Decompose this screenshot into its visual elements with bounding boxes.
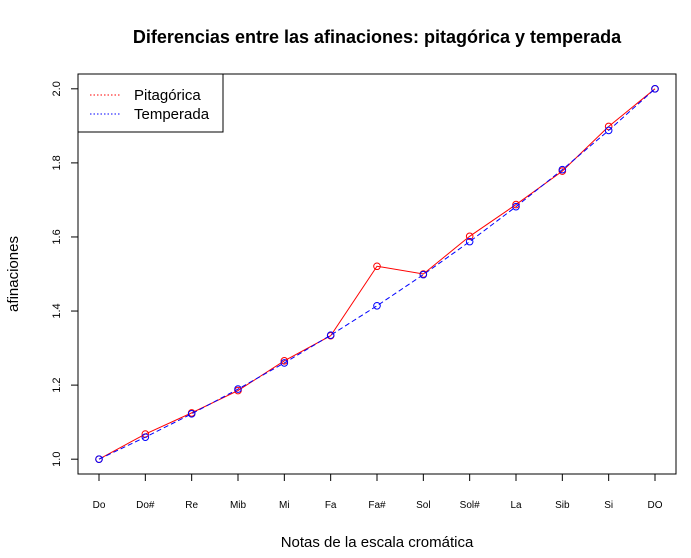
x-tick-label: Si [604,500,613,511]
data-point-temperada [95,455,103,463]
data-point-temperada [419,270,428,279]
x-tick-label: Do# [136,500,155,511]
x-tick-label: Re [185,500,198,511]
data-point-temperada [187,410,196,418]
chart-title: Diferencias entre las afinaciones: pitag… [133,27,622,47]
y-tick-label: 1.0 [51,452,63,467]
x-tick-label: DO [648,500,663,511]
x-tick-label: Do [93,500,106,511]
legend-label-pitagorica: Pitagórica [134,87,201,104]
data-point-temperada [326,331,335,339]
y-tick-label: 1.2 [51,377,63,392]
data-point-temperada [558,165,567,174]
x-axis: Do Do# Re Mib Mi Fa Fa# Sol Sol# La Sib Si DO [93,474,663,511]
x-tick-label: Mib [230,500,247,511]
data-point-temperada [651,85,659,93]
y-tick-label: 2.0 [51,81,63,96]
x-axis-label: Notas de la escala cromática [281,534,474,551]
x-tick-label: Sol# [460,500,480,511]
legend: Pitagórica Temperada [77,73,224,133]
data-point-temperada [604,126,613,135]
data-point-pitagorica [373,262,381,271]
x-tick-label: Fa [325,500,337,511]
legend-label-temperada: Temperada [134,106,210,123]
data-point-temperada [141,433,150,441]
data-point-temperada [373,301,381,310]
data-point-temperada [280,359,289,367]
data-point-temperada [234,385,242,393]
legend-box [77,73,224,133]
y-tick-label: 1.6 [51,229,63,244]
y-axis: 1.0 1.2 1.4 1.6 1.8 2.0 [51,81,78,467]
y-tick-label: 1.8 [51,155,63,170]
data-point-temperada [512,202,520,211]
x-tick-label: Fa# [368,500,386,511]
data-point-pitagorica [465,232,474,241]
series-line-pitagorica [98,88,656,460]
x-tick-label: Sol [416,500,430,511]
x-tick-label: Mi [279,500,290,511]
series-line-temperada [98,88,656,460]
data-point-temperada [465,237,474,246]
plot-frame [77,73,677,475]
series-layer [95,85,659,463]
y-axis-label: afinaciones [5,236,22,312]
y-tick-label: 1.4 [51,303,63,318]
x-tick-label: La [510,500,522,511]
x-tick-label: Sib [555,500,570,511]
